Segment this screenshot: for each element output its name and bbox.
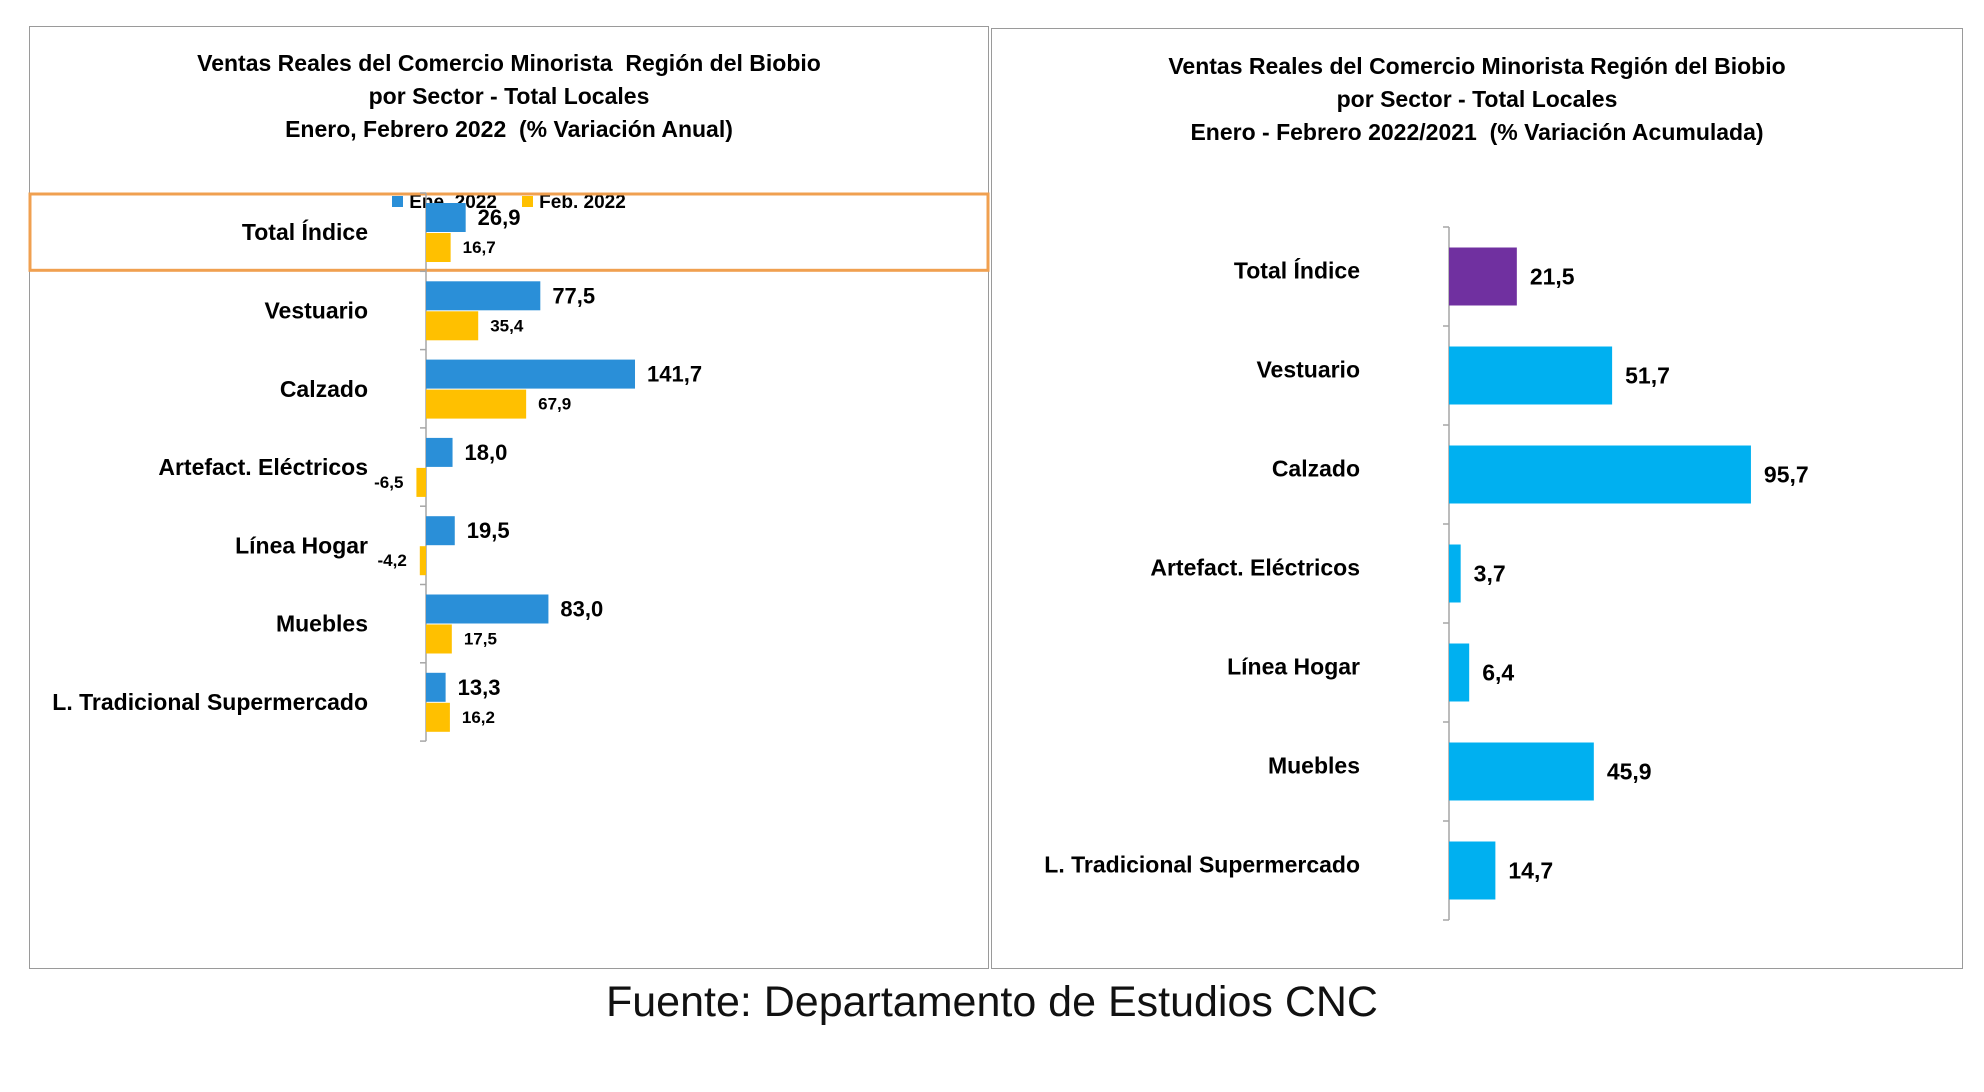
data-label-feb-2022-artefact-electricos: -6,5 bbox=[374, 473, 403, 492]
bar-muebles bbox=[1449, 742, 1594, 801]
bar-feb-2022-l-tradicional-supermercado bbox=[426, 702, 450, 732]
category-label-muebles: Muebles bbox=[1268, 753, 1360, 779]
source-note: Fuente: Departamento de Estudios CNC bbox=[605, 978, 1378, 1026]
data-label-feb-2022-muebles: 17,5 bbox=[464, 630, 497, 649]
bar-feb-2022-vestuario bbox=[426, 311, 479, 341]
title-line-2: por Sector - Total Locales bbox=[368, 83, 650, 109]
title-line-3: Enero - Febrero 2022/2021 (% Variación A… bbox=[1190, 119, 1764, 145]
category-label-artefact-electricos: Artefact. Eléctricos bbox=[158, 454, 368, 480]
bar-ene-2022-total-indice bbox=[426, 203, 466, 232]
category-label-total-indice: Total Índice bbox=[242, 218, 368, 245]
data-label-feb-2022-total-indice: 16,7 bbox=[463, 238, 496, 257]
data-label-vestuario: 51,7 bbox=[1625, 363, 1670, 389]
title-line-1: Ventas Reales del Comercio Minorista Reg… bbox=[197, 50, 821, 76]
category-label-calzado: Calzado bbox=[280, 376, 368, 402]
title-line-3: Enero, Febrero 2022 (% Variación Anual) bbox=[285, 116, 733, 142]
category-label-linea-hogar: Línea Hogar bbox=[235, 532, 368, 558]
data-label-ene-2022-l-tradicional-supermercado: 13,3 bbox=[458, 675, 501, 700]
bar-chart-cumulative: Total Índice 21,5 Vestuario 51,7 Calzado 95,7… bbox=[1044, 226, 1809, 921]
bar-artefact-electricos bbox=[1449, 544, 1461, 603]
bar-feb-2022-total-indice bbox=[426, 233, 451, 262]
chart-legend: Ene. 2022 Feb. 2022 bbox=[30, 192, 988, 214]
data-label-ene-2022-linea-hogar: 19,5 bbox=[467, 518, 510, 543]
category-label-total-indice: Total Índice bbox=[1234, 257, 1360, 284]
data-label-artefact-electricos: 3,7 bbox=[1474, 561, 1506, 587]
bar-ene-2022-muebles bbox=[426, 594, 549, 624]
data-label-feb-2022-linea-hogar: -4,2 bbox=[378, 551, 407, 570]
bar-ene-2022-vestuario bbox=[426, 281, 541, 311]
bar-feb-2022-linea-hogar bbox=[419, 546, 426, 576]
bar-ene-2022-artefact-electricos bbox=[426, 437, 453, 467]
bar-chart-annual: Total Índice 26,9 16,7 Vestuario 77,5 35,4 Cal… bbox=[28, 192, 990, 742]
bar-ene-2022-calzado bbox=[426, 359, 636, 389]
category-label-calzado: Calzado bbox=[1272, 456, 1360, 482]
chart-panel-cumulative: Ventas Reales del Comercio Minorista Reg… bbox=[991, 28, 1963, 969]
legend-label-feb: Feb. 2022 bbox=[539, 192, 626, 213]
data-label-l-tradicional-supermercado: 14,7 bbox=[1508, 858, 1553, 884]
category-label-l-tradicional-supermercado: L. Tradicional Supermercado bbox=[52, 689, 368, 715]
data-label-ene-2022-total-indice: 26,9 bbox=[478, 205, 521, 230]
bar-linea-hogar bbox=[1449, 643, 1470, 702]
bar-calzado bbox=[1449, 445, 1751, 504]
data-label-ene-2022-vestuario: 77,5 bbox=[552, 283, 595, 308]
bar-feb-2022-artefact-electricos bbox=[416, 467, 426, 497]
bar-feb-2022-calzado bbox=[426, 389, 527, 419]
data-label-muebles: 45,9 bbox=[1607, 759, 1652, 785]
bar-l-tradicional-supermercado bbox=[1449, 841, 1496, 900]
category-label-muebles: Muebles bbox=[276, 611, 368, 637]
bar-feb-2022-muebles bbox=[426, 624, 452, 654]
data-label-calzado: 95,7 bbox=[1764, 462, 1809, 488]
bar-total-indice bbox=[1449, 247, 1517, 306]
data-label-ene-2022-artefact-electricos: 18,0 bbox=[465, 440, 508, 465]
data-label-feb-2022-vestuario: 35,4 bbox=[490, 316, 524, 335]
chart-title-cumulative: Ventas Reales del Comercio Minorista Reg… bbox=[992, 50, 1962, 149]
data-label-ene-2022-calzado: 141,7 bbox=[647, 362, 702, 387]
title-line-2: por Sector - Total Locales bbox=[1336, 86, 1618, 112]
data-label-feb-2022-calzado: 67,9 bbox=[538, 395, 571, 414]
bar-ene-2022-l-tradicional-supermercado bbox=[426, 672, 446, 702]
data-label-feb-2022-l-tradicional-supermercado: 16,2 bbox=[462, 708, 495, 727]
highlight-box bbox=[28, 192, 990, 272]
category-label-linea-hogar: Línea Hogar bbox=[1227, 654, 1360, 680]
legend-swatch-ene bbox=[392, 196, 404, 207]
category-label-l-tradicional-supermercado: L. Tradicional Supermercado bbox=[1044, 852, 1360, 878]
legend-swatch-feb bbox=[522, 196, 534, 207]
data-label-total-indice: 21,5 bbox=[1530, 264, 1575, 290]
chart-panel-annual: Ventas Reales del Comercio Minorista Reg… bbox=[28, 26, 990, 969]
data-label-linea-hogar: 6,4 bbox=[1482, 660, 1514, 686]
title-line-1: Ventas Reales del Comercio Minorista Reg… bbox=[1168, 53, 1786, 79]
data-label-ene-2022-muebles: 83,0 bbox=[560, 597, 603, 622]
category-label-vestuario: Vestuario bbox=[1256, 357, 1360, 383]
bar-vestuario bbox=[1449, 346, 1613, 405]
category-label-artefact-electricos: Artefact. Eléctricos bbox=[1150, 555, 1360, 581]
category-label-vestuario: Vestuario bbox=[264, 297, 368, 323]
bar-ene-2022-linea-hogar bbox=[426, 516, 455, 546]
chart-title-annual: Ventas Reales del Comercio Minorista Reg… bbox=[30, 47, 988, 146]
legend-item-feb: Feb. 2022 bbox=[522, 192, 626, 214]
